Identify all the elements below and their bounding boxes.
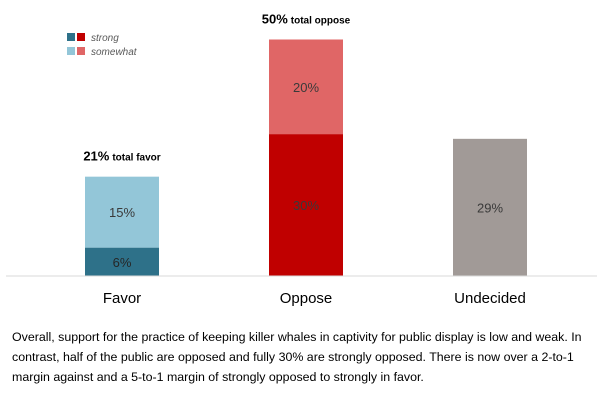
data-label-oppose-somewhat: 20% <box>293 80 319 95</box>
data-label-favor-strong: 6% <box>113 255 132 270</box>
data-label-favor-somewhat: 15% <box>109 205 135 220</box>
bar-favor-strong <box>85 247 159 276</box>
chart-caption: Overall, support for the practice of kee… <box>12 330 582 384</box>
bar-oppose-strong <box>269 134 343 276</box>
stacked-bar-chart: strong somewhat 21% total favor 50% total op… <box>6 12 597 307</box>
data-label-undecided-strong: 29% <box>477 200 503 215</box>
chart-data-labels: 6% 15% 30% 20% 29% <box>109 80 503 270</box>
bar-oppose-somewhat <box>269 39 343 135</box>
chart-annotations: 21% total favor 50% total oppose <box>83 12 350 164</box>
category-label-undecided: Undecided <box>454 290 526 307</box>
category-label-favor: Favor <box>103 290 141 307</box>
bar-undecided-strong <box>453 138 527 276</box>
legend-label-strong: strong <box>91 33 119 44</box>
bar-favor-somewhat <box>85 176 159 248</box>
chart-legend: strong somewhat <box>67 33 138 58</box>
category-label-oppose: Oppose <box>280 290 333 307</box>
data-label-oppose-strong: 30% <box>293 198 319 213</box>
legend-swatch-somewhat-1 <box>67 47 75 55</box>
chart-bars <box>85 39 527 276</box>
legend-swatch-strong-2 <box>77 33 85 41</box>
total-annotation-favor: 21% total favor <box>83 149 160 164</box>
legend-swatch-somewhat-2 <box>77 47 85 55</box>
legend-swatch-strong-1 <box>67 33 75 41</box>
legend-label-somewhat: somewhat <box>91 47 138 58</box>
chart-category-labels: Favor Oppose Undecided <box>103 290 526 307</box>
total-annotation-oppose: 50% total oppose <box>262 12 351 27</box>
